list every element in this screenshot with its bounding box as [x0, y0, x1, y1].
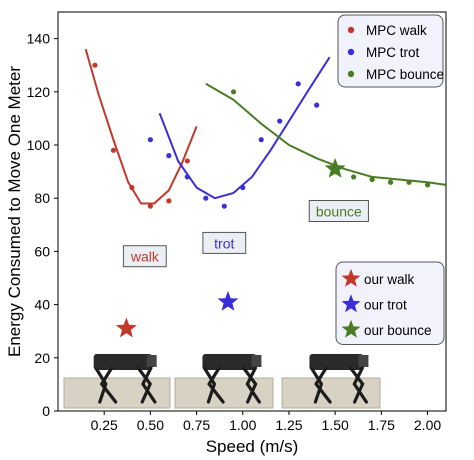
robot-trot-photo — [174, 354, 274, 409]
data-point-mpc-bounce — [351, 174, 357, 180]
robot-leg — [309, 366, 324, 404]
y-tick-label: 60 — [34, 243, 50, 259]
x-tick-label: 2.00 — [414, 417, 441, 433]
robot-leg — [349, 366, 365, 404]
data-point-mpc-trot — [221, 203, 227, 209]
annotation-box — [308, 200, 369, 222]
x-tick-label: 0.25 — [91, 417, 118, 433]
data-point-mpc-bounce — [230, 89, 237, 95]
y-tick-label: 20 — [34, 350, 50, 366]
legend-box — [337, 14, 444, 88]
legend-label: MPC trot — [366, 45, 420, 60]
robot-leg — [99, 366, 118, 404]
robot-leg — [245, 366, 261, 404]
robot-body — [93, 354, 152, 370]
data-point-mpc-trot — [147, 137, 153, 143]
legend-star-marker — [341, 319, 361, 338]
x-tick-label: 1.75 — [368, 417, 395, 433]
legend-label: our trot — [364, 297, 407, 312]
x-axis-label: Speed (m/s) — [206, 437, 299, 456]
star-point-our-walk — [115, 317, 137, 338]
data-point-mpc-walk — [184, 158, 190, 164]
legend-dot-marker — [347, 70, 355, 78]
plot-area — [57, 11, 447, 412]
robot-walk-photo — [63, 354, 171, 409]
data-point-mpc-walk — [92, 62, 98, 68]
data-point-mpc-trot — [203, 195, 209, 201]
data-point-mpc-bounce — [424, 182, 431, 188]
y-tick-label: 140 — [27, 31, 51, 47]
star-point-our-bounce — [324, 157, 346, 178]
annotation-walk: walk — [130, 249, 160, 265]
legend-dot-marker — [347, 48, 355, 56]
y-tick-label: 40 — [34, 297, 50, 313]
data-point-mpc-walk — [129, 184, 135, 191]
annotation-box — [122, 245, 167, 268]
legend-label: MPC bounce — [366, 67, 444, 82]
legend-ours: our walk our trot our bounce — [335, 261, 445, 345]
annotation-bounce: bounce — [316, 204, 362, 220]
x-tick-label: 1.50 — [322, 417, 349, 433]
legend-label: MPC walk — [366, 23, 427, 38]
x-tick-label: 1.25 — [275, 417, 302, 433]
y-tick-label: 120 — [27, 84, 51, 100]
data-point-mpc-walk — [147, 203, 153, 209]
data-point-mpc-walk — [110, 147, 117, 153]
star-point-our-trot — [217, 290, 239, 311]
legend-label: our walk — [364, 272, 415, 287]
annotation-box — [202, 231, 247, 254]
robot-leg — [94, 366, 108, 404]
floor-block — [281, 377, 381, 409]
robot-leg — [207, 366, 225, 404]
legend-star-marker — [341, 268, 361, 287]
floor-block — [63, 377, 171, 409]
robot-head — [146, 355, 157, 367]
robot-leg — [242, 366, 258, 404]
robot-leg — [202, 366, 217, 404]
robot-leg — [314, 366, 332, 404]
y-axis-label: Energy Consumed to Move One Meter — [5, 66, 24, 357]
y-tick-label: 80 — [34, 190, 50, 206]
robot-head — [251, 355, 262, 367]
legend-box — [335, 261, 445, 345]
x-tick-label: 1.00 — [229, 417, 256, 433]
data-point-mpc-trot — [240, 184, 246, 191]
robot-head — [358, 355, 369, 367]
legend-star-marker — [341, 294, 361, 313]
robot-leg — [352, 366, 368, 404]
data-point-mpc-trot — [295, 81, 301, 87]
data-point-mpc-bounce — [369, 176, 375, 183]
data-point-mpc-trot — [314, 102, 320, 108]
fit-curve-mpc-trot — [158, 56, 331, 200]
legend-mpc: MPC walk MPC trot MPC bounce — [337, 14, 444, 88]
data-point-mpc-bounce — [387, 179, 394, 185]
data-point-mpc-trot — [166, 153, 172, 159]
floor-block — [174, 377, 274, 409]
data-point-mpc-walk — [166, 198, 172, 204]
fit-curve-mpc-walk — [84, 48, 198, 205]
y-tick-label: 100 — [27, 137, 51, 153]
robot-leg — [141, 366, 157, 404]
data-point-mpc-trot — [184, 174, 190, 180]
data-point-mpc-trot — [277, 118, 283, 124]
robot-bounce-photo — [281, 354, 381, 409]
x-tick-label: 0.50 — [137, 417, 164, 433]
robot-leg — [136, 366, 153, 404]
annotation-trot: trot — [214, 235, 234, 251]
legend-dot-marker — [347, 26, 355, 34]
data-point-mpc-bounce — [406, 179, 412, 185]
data-point-mpc-trot — [258, 137, 264, 143]
legend-label: our bounce — [364, 323, 432, 338]
fit-curve-mpc-bounce — [205, 82, 447, 186]
x-tick-label: 0.75 — [183, 417, 210, 433]
robot-body — [309, 354, 364, 370]
y-tick-label: 0 — [42, 403, 50, 419]
robot-body — [202, 354, 257, 370]
